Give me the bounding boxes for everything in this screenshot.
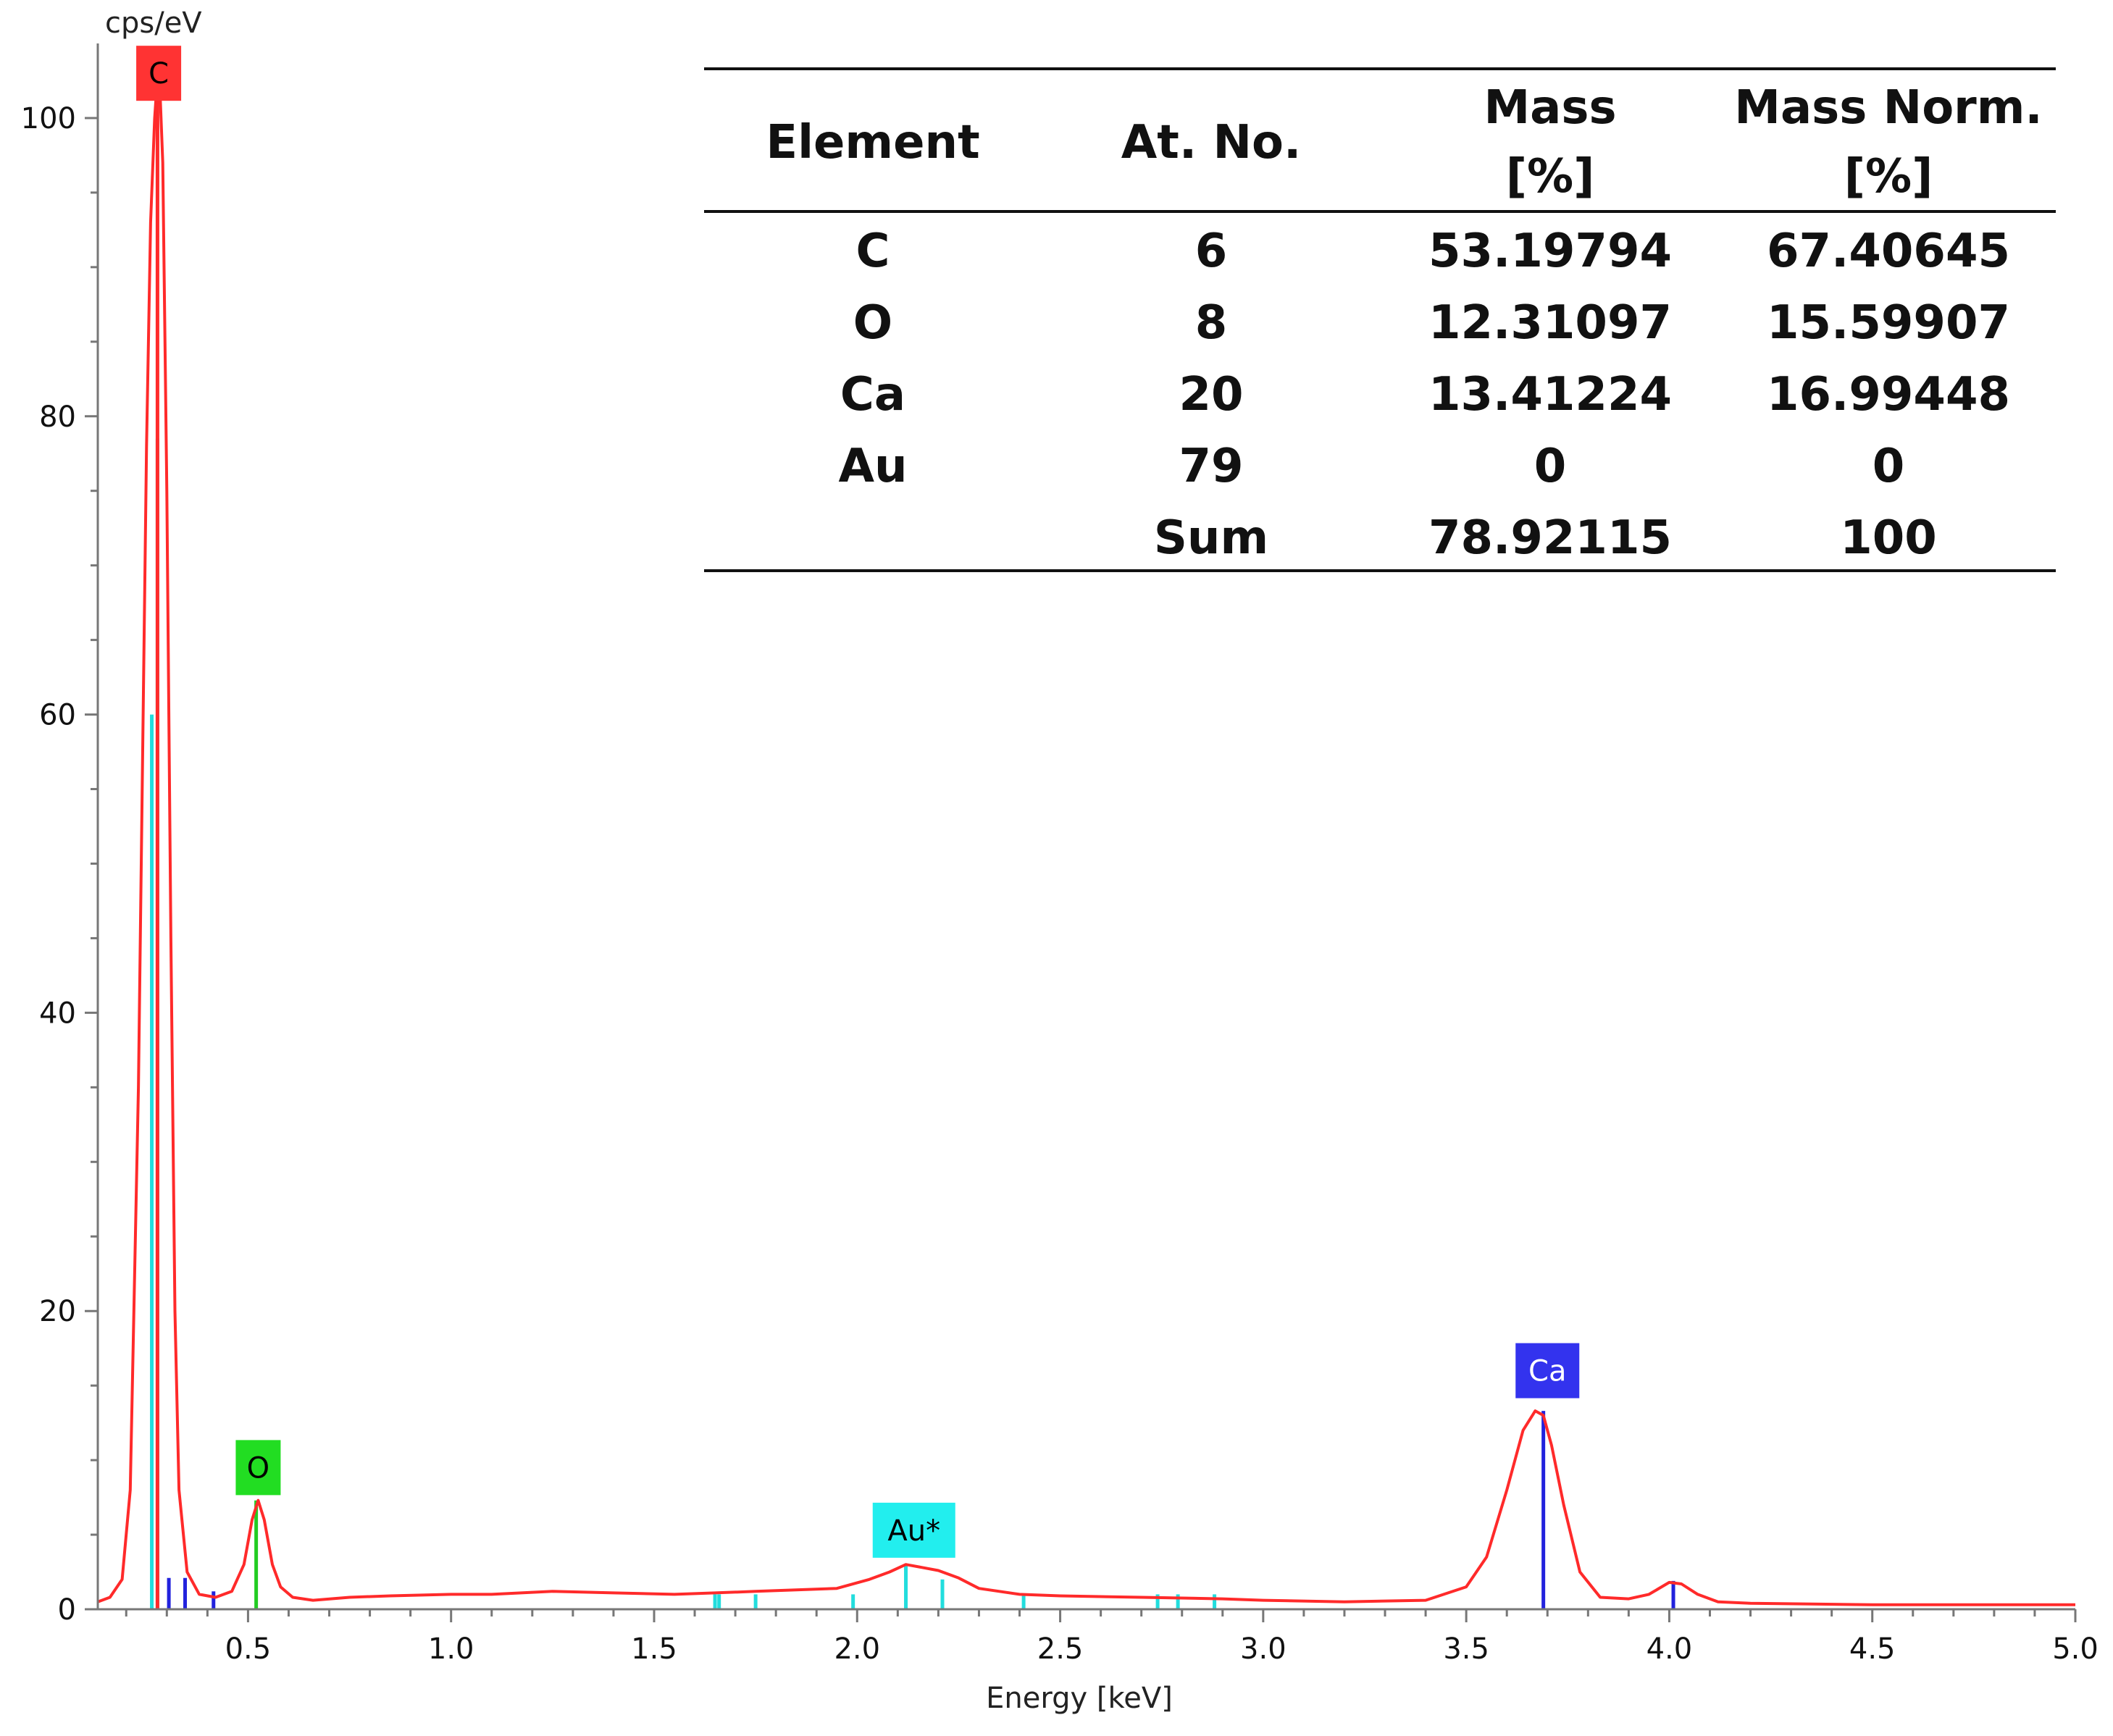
x-axis-ticks: 0.5 1.0 1.5 2.0 2.5 3.0 3.5 4.0 4.5 5.0 [125, 1609, 2099, 1666]
y-axis-ticks: 0 20 40 60 80 100 [21, 102, 98, 1627]
peak-label-au: Au* [872, 1502, 955, 1558]
peak-label-c: C [136, 46, 182, 101]
table-cell: 53.19794 [1428, 225, 1672, 278]
x-tick-label: 5.0 [2052, 1632, 2099, 1666]
y-tick-label: 60 [39, 699, 76, 732]
peak-label-badge [1515, 1343, 1580, 1399]
y-tick-label: 80 [39, 401, 76, 434]
table-cell: Ca [840, 368, 905, 422]
table-cell: 8 [1195, 296, 1228, 350]
table-cell: 79 [1179, 440, 1243, 493]
table-cell: 0 [1534, 440, 1567, 493]
peak-label-text: Ca [1528, 1355, 1566, 1388]
y-tick-label: 0 [58, 1593, 76, 1627]
table-cell: 13.41224 [1428, 368, 1672, 422]
spectrum-series [97, 56, 2075, 1606]
y-tick-label: 40 [39, 997, 76, 1030]
table-header-massnorm: Mass Norm. [1734, 81, 2042, 135]
peak-label-o: O [235, 1440, 281, 1496]
x-tick-label: 1.5 [631, 1632, 677, 1666]
table-cell: 100 [1840, 511, 1937, 565]
x-tick-label: 2.0 [834, 1632, 880, 1666]
peak-label-badge [235, 1440, 281, 1496]
table-header-massnorm-unit: [%] [1844, 150, 1933, 204]
table-cell: Sum [1154, 511, 1268, 565]
x-tick-label: 1.0 [428, 1632, 474, 1666]
table-cell: 6 [1195, 225, 1228, 278]
peak-label-ca: Ca [1515, 1343, 1580, 1399]
x-tick-label: 3.5 [1443, 1632, 1489, 1666]
x-tick-label: 3.0 [1240, 1632, 1286, 1666]
x-tick-label: 4.5 [1849, 1632, 1896, 1666]
table-header-atno: At. No. [1121, 116, 1302, 169]
x-tick-label: 4.0 [1647, 1632, 1693, 1666]
y-axis-label: cps/eV [105, 7, 202, 40]
element-marker-lines [150, 58, 1675, 1609]
table-cell: 16.99448 [1767, 368, 2010, 422]
peak-label-text: Au* [887, 1514, 940, 1548]
table-cell: 15.59907 [1767, 296, 2010, 350]
peak-label-badge [872, 1502, 955, 1558]
table-cell: 0 [1873, 440, 1905, 493]
table-cell: 20 [1179, 368, 1243, 422]
composition-table: Element At. No. Mass [%] Mass Norm. [%] … [704, 67, 2056, 572]
peak-label-text: O [247, 1451, 269, 1485]
table-cell: C [856, 225, 890, 278]
x-tick-label: 2.5 [1037, 1632, 1084, 1666]
table-cell: O [853, 296, 892, 350]
table-header-element: Element [766, 116, 979, 169]
table-cell: 12.31097 [1428, 296, 1672, 350]
table-cell: Au [838, 440, 907, 493]
table-cell: 67.40645 [1767, 225, 2010, 278]
x-tick-label: 0.5 [225, 1632, 272, 1666]
table-header-mass: Mass [1484, 81, 1616, 135]
y-tick-label: 100 [21, 102, 76, 135]
y-tick-label: 20 [39, 1295, 76, 1328]
peak-label-text: C [148, 57, 169, 91]
table-header-mass-unit: [%] [1506, 150, 1595, 204]
peak-label-badge [136, 46, 182, 101]
spectrum-line [97, 56, 2075, 1606]
x-axis-label: Energy [keV] [986, 1682, 1173, 1715]
table-cell: 78.92115 [1428, 511, 1672, 565]
